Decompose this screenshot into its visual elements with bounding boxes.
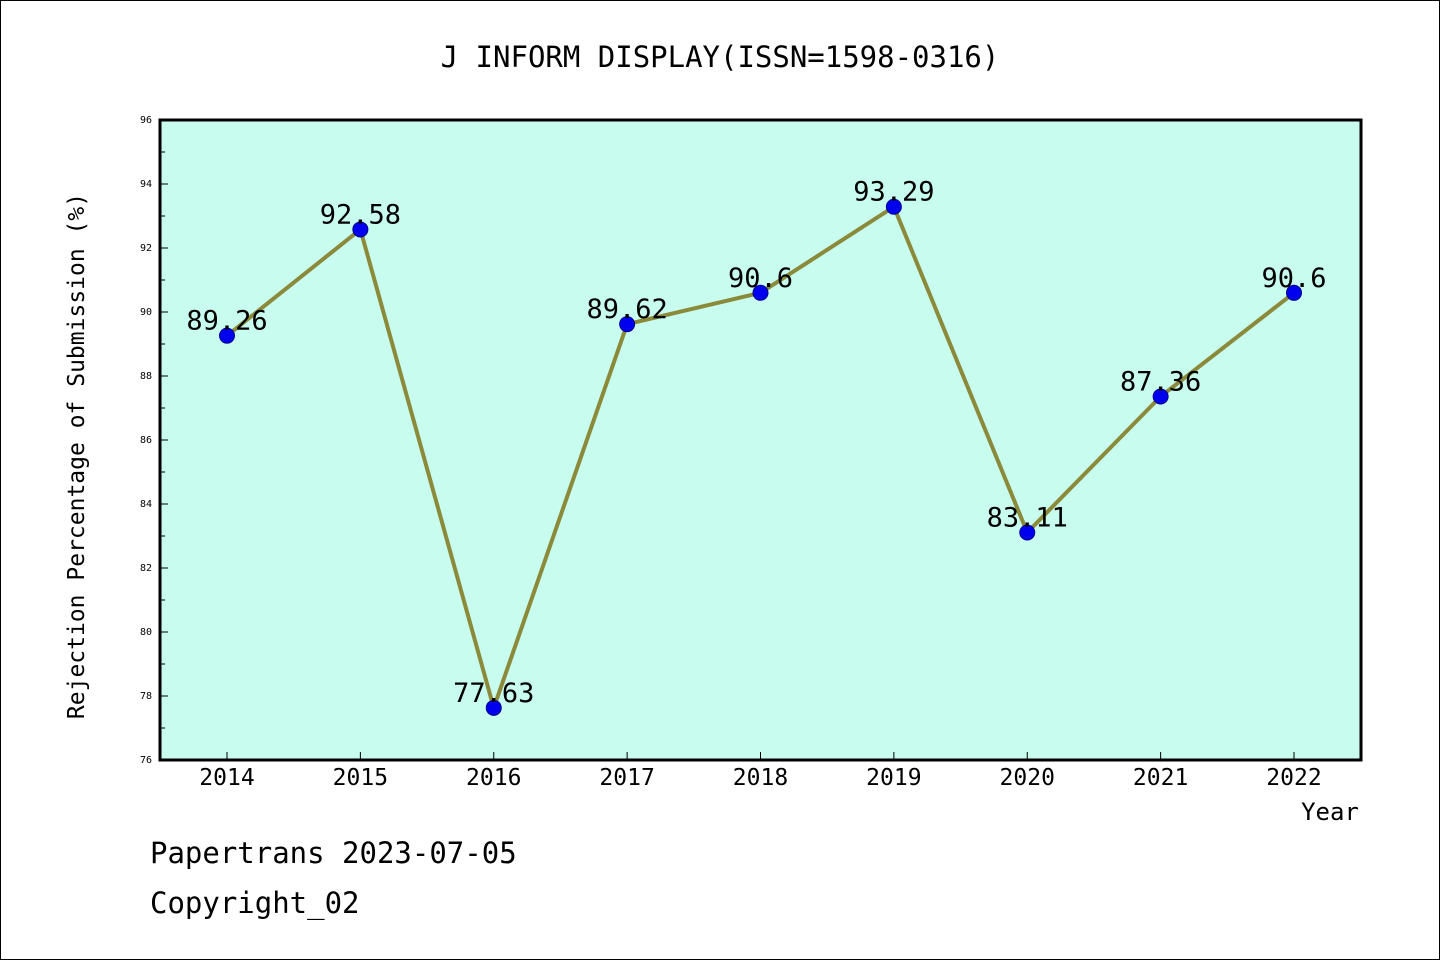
data-point	[219, 327, 235, 344]
footer-date-text: Papertrans 2023-07-05	[150, 836, 517, 870]
data-point	[1019, 524, 1036, 541]
data-point	[352, 221, 369, 238]
footer-copyright-text: Copyright_02	[150, 886, 360, 920]
data-label: 89.62	[586, 294, 667, 325]
data-labels-group: 89.26 92.58 77.63 89.62 90.6 93.29 83.11 87.36 9…	[186, 177, 1326, 709]
y-tick-label: 96	[140, 115, 152, 126]
data-label: 89.26	[186, 306, 267, 337]
data-label: 77.63	[453, 678, 534, 709]
y-tick-label: 90	[140, 307, 152, 318]
y-axis-ticks: 76 78 80 82 84 86 88 90 92 94 96	[140, 115, 168, 766]
x-tick-label: 2015	[333, 765, 388, 791]
y-tick-label: 76	[140, 755, 152, 766]
x-axis-ticks: 2014 2015 2016 2017 2018 2019 2020 2021 2022	[199, 752, 1322, 791]
data-points-group	[219, 198, 1302, 716]
x-axis-label: Year	[1301, 798, 1359, 826]
data-point	[619, 316, 636, 333]
data-label: 90.6	[1261, 263, 1326, 294]
x-tick-label: 2022	[1266, 765, 1321, 791]
y-tick-label: 80	[140, 627, 152, 638]
y-tick-label: 86	[140, 435, 152, 446]
y-tick-label: 88	[140, 371, 152, 382]
x-tick-label: 2016	[466, 765, 521, 791]
data-label: 87.36	[1120, 366, 1201, 397]
data-label: 90.6	[728, 263, 793, 294]
x-tick-label: 2019	[866, 765, 921, 791]
data-label: 92.58	[320, 199, 401, 230]
data-point	[885, 198, 902, 215]
data-point	[752, 284, 769, 301]
data-point	[485, 699, 502, 716]
data-point	[1286, 284, 1302, 301]
y-tick-label: 78	[140, 691, 152, 702]
y-tick-label: 94	[140, 179, 152, 190]
x-tick-label: 2018	[733, 765, 788, 791]
y-tick-label: 84	[140, 499, 152, 510]
y-tick-label: 82	[140, 563, 152, 574]
data-point	[1152, 388, 1169, 405]
y-axis-label: Rejection Percentage of Submission (%)	[64, 193, 90, 719]
data-label: 83.11	[987, 502, 1068, 533]
chart-title: J INFORM DISPLAY(ISSN=1598-0316)	[441, 40, 1000, 74]
data-label: 93.29	[853, 177, 934, 208]
x-tick-label: 2017	[599, 765, 654, 791]
x-tick-label: 2014	[199, 765, 254, 791]
y-tick-label: 92	[140, 243, 152, 254]
x-tick-label: 2021	[1133, 765, 1188, 791]
x-tick-label: 2020	[1000, 765, 1055, 791]
